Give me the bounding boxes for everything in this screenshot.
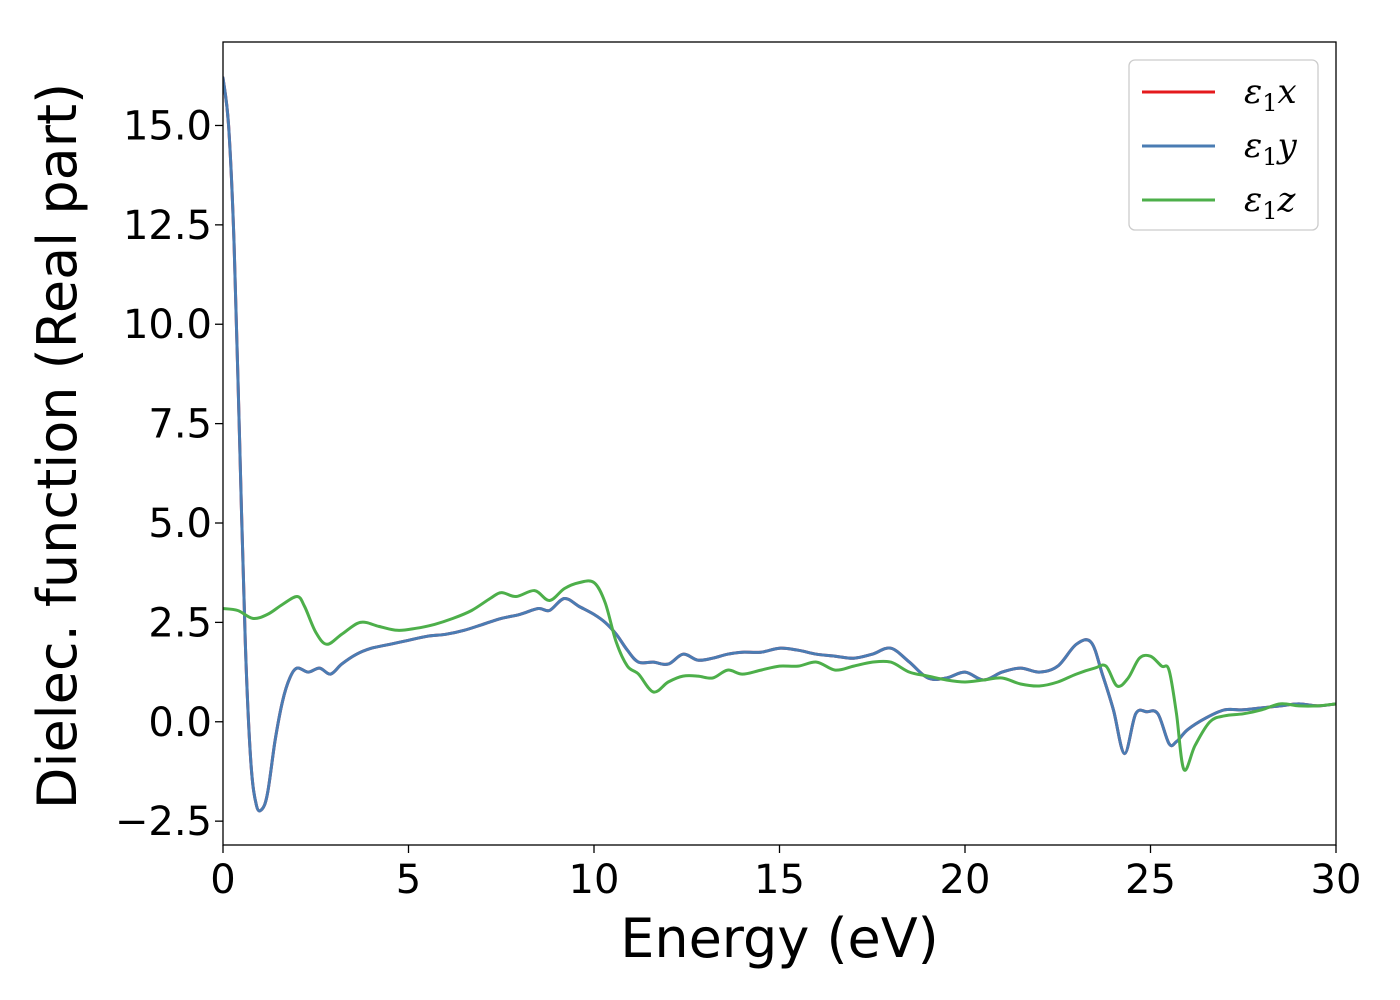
x-tick-label: 30 xyxy=(1311,857,1362,903)
y-tick-label: 0.0 xyxy=(148,700,212,746)
y-tick-label: 7.5 xyxy=(148,402,212,448)
y-tick-label: 12.5 xyxy=(123,203,212,249)
y-tick-label: 2.5 xyxy=(148,600,212,646)
x-tick-label: 5 xyxy=(396,857,421,903)
y-tick-label: 10.0 xyxy=(123,302,212,348)
legend-label-x: ε1x xyxy=(1244,72,1297,117)
series-line-y xyxy=(223,76,1336,813)
x-tick-label: 15 xyxy=(754,857,805,903)
legend-box xyxy=(1128,59,1319,231)
y-axis: −2.5 0.0 2.5 5.0 7.5 10.0 12.5 15.0 xyxy=(115,103,223,845)
x-tick-label: 0 xyxy=(210,857,235,903)
y-tick-label: 5.0 xyxy=(148,501,212,547)
series-line-z xyxy=(223,579,1336,772)
legend-label-y: ε1y xyxy=(1244,126,1298,171)
x-tick-label: 25 xyxy=(1125,857,1176,903)
x-axis: 0 5 10 15 20 25 30 xyxy=(210,845,1361,903)
y-tick-label: 15.0 xyxy=(123,103,212,149)
x-tick-label: 20 xyxy=(940,857,991,903)
x-tick-label: 10 xyxy=(569,857,620,903)
series-layer xyxy=(223,76,1336,813)
y-tick-label: −2.5 xyxy=(115,799,212,845)
legend: ε1x ε1y ε1z xyxy=(1128,59,1319,231)
y-axis-label: Dielec. function (Real part) xyxy=(26,83,89,809)
x-axis-label: Energy (eV) xyxy=(620,907,939,970)
legend-label-z: ε1z xyxy=(1244,180,1297,225)
